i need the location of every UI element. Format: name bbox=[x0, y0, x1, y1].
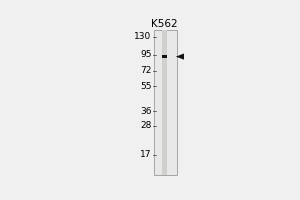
Text: K562: K562 bbox=[151, 19, 178, 29]
Text: 72: 72 bbox=[140, 66, 152, 75]
Text: 36: 36 bbox=[140, 107, 152, 116]
Text: 17: 17 bbox=[140, 150, 152, 159]
Text: 28: 28 bbox=[140, 121, 152, 130]
Bar bbox=[162, 30, 166, 175]
Bar bbox=[162, 55, 166, 58]
Text: 95: 95 bbox=[140, 50, 152, 59]
Polygon shape bbox=[176, 54, 184, 60]
Text: 55: 55 bbox=[140, 82, 152, 91]
Text: 130: 130 bbox=[134, 32, 152, 41]
Bar bbox=[154, 30, 177, 175]
